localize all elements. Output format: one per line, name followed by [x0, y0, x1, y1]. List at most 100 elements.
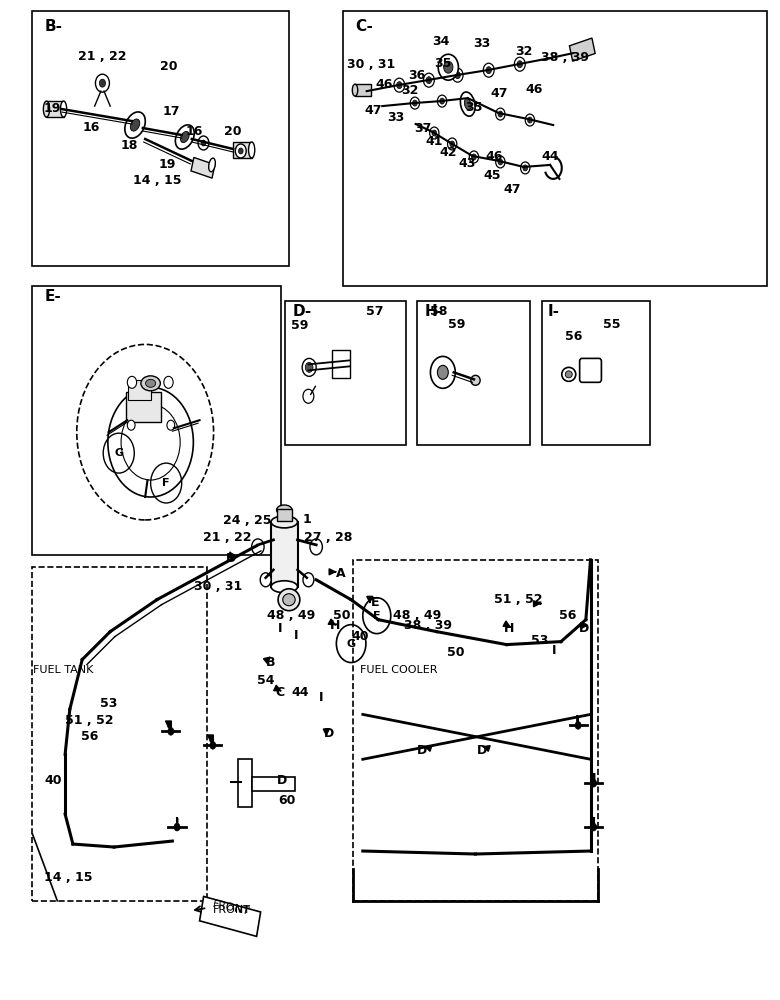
Circle shape [527, 117, 532, 123]
Circle shape [303, 389, 314, 403]
Text: 19: 19 [158, 158, 176, 171]
Text: 41: 41 [426, 135, 443, 148]
Text: 47: 47 [490, 87, 508, 100]
Ellipse shape [130, 119, 140, 131]
Text: 21 , 22: 21 , 22 [78, 50, 126, 63]
Text: FUEL TANK: FUEL TANK [33, 665, 93, 675]
Bar [47, 101, 63, 117]
Text: 51 , 52: 51 , 52 [494, 593, 543, 606]
Text: 14 , 15: 14 , 15 [133, 174, 181, 187]
Bar [285, 301, 406, 445]
Circle shape [431, 356, 456, 388]
Circle shape [394, 78, 405, 92]
Text: I: I [210, 734, 215, 747]
Circle shape [127, 420, 135, 430]
Ellipse shape [566, 371, 573, 378]
Bar [277, 509, 292, 521]
Text: 19: 19 [43, 102, 61, 115]
Text: I: I [592, 772, 597, 785]
Text: B: B [265, 656, 275, 669]
Circle shape [164, 376, 173, 388]
Circle shape [413, 100, 417, 106]
Circle shape [261, 573, 271, 587]
Text: 17: 17 [162, 105, 179, 118]
Text: I: I [278, 622, 282, 635]
Text: D-: D- [292, 304, 312, 319]
Text: 36: 36 [408, 69, 425, 82]
Text: 30 , 31: 30 , 31 [347, 58, 395, 71]
Text: I: I [551, 644, 556, 657]
Text: D: D [579, 622, 589, 635]
Circle shape [496, 156, 505, 168]
Circle shape [302, 358, 316, 376]
Text: 18: 18 [121, 139, 138, 152]
Ellipse shape [61, 101, 66, 117]
Text: 53: 53 [531, 634, 548, 647]
Text: 16: 16 [186, 125, 203, 138]
Ellipse shape [460, 92, 475, 116]
Bar [128, 380, 151, 400]
Text: 32: 32 [515, 45, 533, 58]
Circle shape [517, 61, 523, 68]
Ellipse shape [277, 505, 292, 515]
Text: FRONT: FRONT [211, 899, 250, 917]
Text: 46: 46 [376, 78, 393, 91]
Text: I: I [575, 714, 580, 727]
Text: 47: 47 [365, 104, 382, 117]
Circle shape [305, 362, 313, 372]
Circle shape [438, 54, 459, 80]
Circle shape [127, 376, 136, 388]
Circle shape [432, 130, 437, 136]
Text: 59: 59 [448, 318, 466, 331]
Circle shape [310, 539, 322, 555]
Text: H: H [504, 622, 514, 635]
Text: 14 , 15: 14 , 15 [44, 871, 93, 884]
Text: 48 , 49: 48 , 49 [393, 609, 441, 622]
Ellipse shape [353, 84, 358, 96]
Text: I: I [168, 720, 172, 733]
Text: D: D [324, 727, 334, 740]
Ellipse shape [180, 131, 190, 143]
Circle shape [252, 539, 264, 555]
Circle shape [590, 823, 597, 831]
Circle shape [174, 823, 180, 831]
Text: 50: 50 [447, 646, 465, 659]
Text: 44: 44 [541, 150, 558, 163]
Text: 57: 57 [367, 305, 384, 318]
Bar [191, 157, 214, 178]
Circle shape [498, 111, 502, 117]
Text: 35: 35 [465, 101, 483, 114]
Bar [33, 11, 289, 266]
Circle shape [452, 68, 463, 82]
Text: 46: 46 [525, 83, 542, 96]
Text: D: D [417, 744, 427, 757]
Circle shape [438, 95, 447, 107]
Ellipse shape [146, 379, 156, 387]
Text: D: D [477, 744, 488, 757]
Circle shape [470, 151, 479, 163]
Text: I-: I- [548, 304, 560, 319]
Text: 54: 54 [257, 674, 275, 687]
Circle shape [496, 108, 505, 120]
Bar [417, 301, 530, 445]
Text: D: D [226, 552, 236, 565]
Text: FUEL COOLER: FUEL COOLER [360, 665, 438, 675]
Bar [353, 560, 597, 901]
Text: 34: 34 [432, 35, 449, 48]
Circle shape [95, 74, 109, 92]
Text: 27 , 28: 27 , 28 [304, 531, 353, 544]
Circle shape [236, 144, 246, 158]
Ellipse shape [278, 589, 300, 611]
Circle shape [440, 98, 445, 104]
Bar [200, 896, 261, 936]
Text: C-: C- [355, 19, 373, 34]
Text: 56: 56 [565, 330, 582, 343]
Bar [355, 84, 370, 96]
Circle shape [450, 141, 455, 147]
Circle shape [575, 722, 581, 729]
Text: 56: 56 [80, 730, 98, 743]
Ellipse shape [271, 581, 297, 593]
Bar [239, 759, 253, 807]
Bar [33, 567, 207, 901]
Text: 45: 45 [484, 169, 502, 182]
